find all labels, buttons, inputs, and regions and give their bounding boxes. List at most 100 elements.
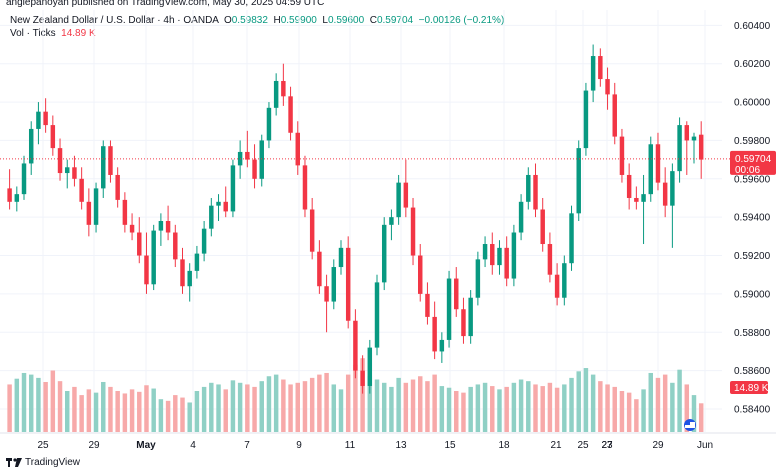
candle-body <box>634 197 639 202</box>
volume-bar <box>137 391 142 432</box>
volume-label[interactable]: Vol · Ticks <box>10 28 56 39</box>
volume-bar <box>454 391 459 432</box>
time-tick-label: 9 <box>296 440 302 451</box>
candle-body <box>21 163 27 195</box>
candle-body <box>540 209 545 245</box>
volume-bar <box>641 389 646 432</box>
volume-bar <box>497 389 502 432</box>
volume-bar <box>598 381 603 432</box>
candle-body <box>65 167 70 174</box>
volume-bar <box>482 382 488 432</box>
candle-body <box>288 96 293 133</box>
volume-bar <box>158 399 164 432</box>
time-tick-label: 18 <box>498 440 510 451</box>
time-axis: 25 29 May 4 7 9 11 13 15 18 21 23 25 27 29 Jun <box>0 432 776 451</box>
price-tick-label: 0.60200 <box>734 59 771 70</box>
volume-bar <box>590 374 596 432</box>
price-tick-label: 0.60000 <box>734 98 771 109</box>
time-tick-label: 27 <box>601 440 613 451</box>
candle-body <box>317 251 322 287</box>
candle-body <box>454 278 459 310</box>
volume-bar <box>7 384 12 432</box>
volume-bar <box>165 400 171 432</box>
low-label: L <box>322 15 328 26</box>
brand-name[interactable]: TradingView <box>25 457 81 468</box>
volume-bar <box>273 374 279 432</box>
candle-body <box>259 140 264 179</box>
candle-body <box>266 107 272 141</box>
candle-body <box>252 159 257 179</box>
open-value: 0.59832 <box>231 15 268 26</box>
volume-bar <box>230 380 236 432</box>
volume-bar <box>468 386 473 432</box>
candle-body <box>468 297 473 337</box>
candle-body <box>490 244 495 266</box>
candle-body <box>324 286 329 302</box>
price-tick-label: 0.60400 <box>734 21 771 32</box>
candle-body <box>562 263 567 298</box>
time-tick-label: 4 <box>190 440 196 451</box>
candle-body <box>526 174 531 202</box>
volume-bar <box>490 386 495 432</box>
candle-body <box>554 274 560 298</box>
volume-bar <box>612 386 617 432</box>
candle-body <box>504 247 509 279</box>
candle-body <box>338 247 344 268</box>
volume-bar <box>461 392 466 432</box>
candles <box>7 44 704 394</box>
volume-tag-bg <box>730 381 768 394</box>
candle-body <box>381 224 387 283</box>
volume-bar <box>288 384 293 432</box>
volume-bar <box>511 382 517 432</box>
time-tick-label: 13 <box>395 440 407 451</box>
price-tick-label: 0.59200 <box>734 251 771 262</box>
volume-bar <box>57 381 63 432</box>
volume-bar <box>36 377 41 432</box>
candle-body <box>518 201 524 233</box>
candle-body <box>295 132 300 166</box>
flag-icon[interactable] <box>684 419 696 431</box>
volume-bar <box>475 384 481 432</box>
symbol-name[interactable]: New Zealand Dollar / U.S. Dollar · 4h · … <box>10 15 219 26</box>
volume-bar <box>518 379 524 432</box>
candle-body <box>670 171 675 206</box>
candle-body <box>273 80 279 108</box>
time-tick-label: 23 <box>601 440 613 451</box>
volume-bars <box>7 358 704 432</box>
candle-body <box>86 201 92 225</box>
candle-body <box>79 178 84 202</box>
candle-body <box>482 244 488 260</box>
candle-body <box>122 199 128 225</box>
volume-bar <box>504 386 509 432</box>
publisher-line: anglepanoyan published on TradingView.co… <box>6 0 325 8</box>
candle-body <box>345 247 351 321</box>
volume-bar <box>50 370 56 432</box>
volume-bar <box>425 381 430 432</box>
volume-bar <box>245 384 250 432</box>
volume-bar <box>634 399 639 432</box>
time-tick-label: 21 <box>550 440 562 451</box>
volume-bar <box>79 395 84 432</box>
candle-body <box>511 232 517 279</box>
volume-bar <box>187 402 192 432</box>
volume-bar <box>526 381 531 432</box>
candle-body <box>662 182 668 206</box>
volume-bar <box>583 368 589 432</box>
time-tick-label: 15 <box>444 440 456 451</box>
volume-bar <box>295 382 300 432</box>
candle-body <box>389 217 394 225</box>
volume-bar <box>554 387 560 432</box>
volume-bar <box>173 395 178 432</box>
volume-bar <box>432 374 437 432</box>
candle-body <box>201 228 207 254</box>
volume-bar <box>605 384 610 432</box>
candle-body <box>43 111 48 126</box>
volume-bar <box>144 385 149 432</box>
candle-body <box>590 56 596 91</box>
volume-bar <box>259 381 264 432</box>
last-price-value: 0.59704 <box>735 154 772 165</box>
candle-body <box>475 259 481 298</box>
candle-body <box>180 259 185 287</box>
candle-body <box>281 80 286 97</box>
